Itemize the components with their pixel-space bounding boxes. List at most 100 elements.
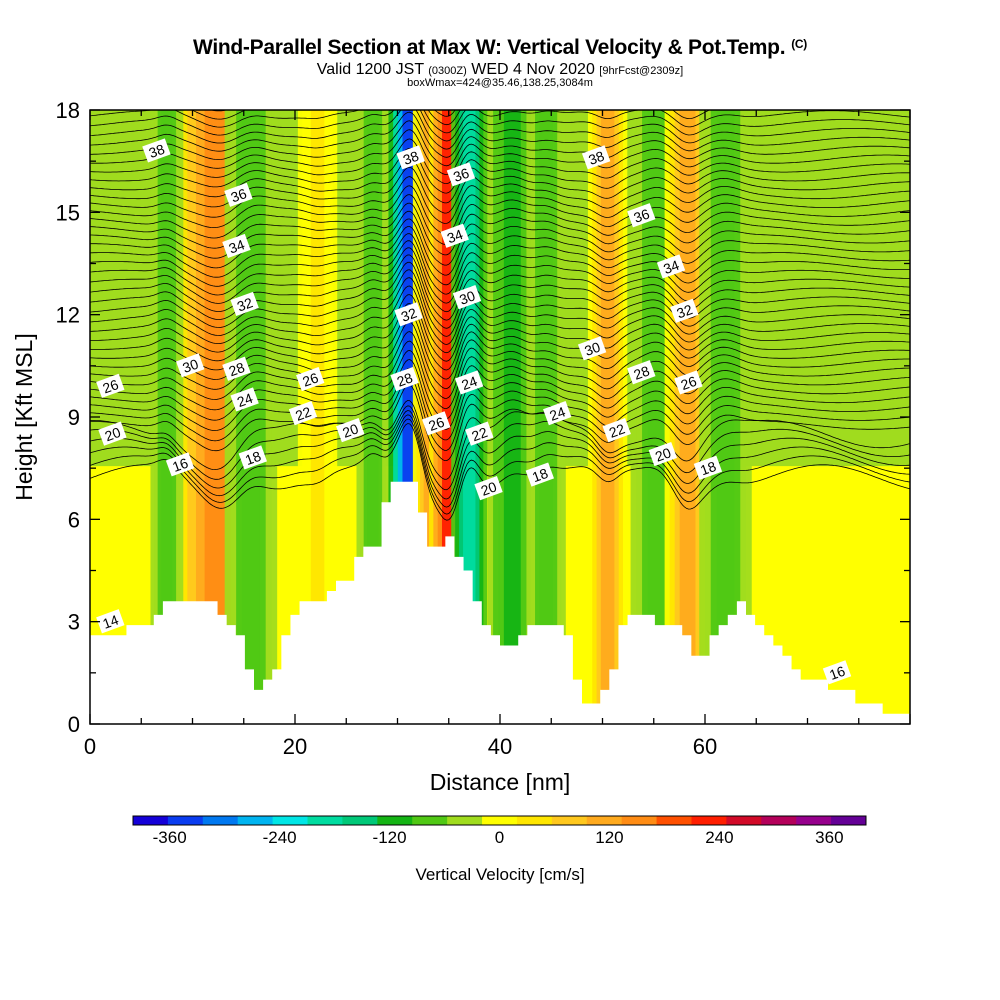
- colorbar-swatch: [342, 816, 378, 825]
- contour-label-box: [288, 401, 318, 426]
- contour-label: 26: [296, 366, 325, 392]
- theta-contours: [90, 110, 910, 521]
- contour-label-box: [390, 366, 419, 392]
- colorbar-swatch: [831, 816, 867, 825]
- contour-label-text: 24: [459, 373, 479, 393]
- contour-label: 38: [142, 138, 171, 163]
- theta-contour-line: [90, 110, 910, 150]
- contour-label-box: [465, 421, 494, 446]
- contour-label-text: 20: [479, 478, 499, 498]
- contour-label: 34: [222, 233, 251, 259]
- contour-label: 32: [670, 298, 699, 323]
- theta-contour-line: [90, 349, 910, 420]
- colorbar-frame: [132, 815, 867, 826]
- theta-contour-line: [90, 147, 910, 194]
- velocity-band: [310, 110, 325, 724]
- contour-label: 16: [165, 452, 195, 477]
- contour-label-box: [142, 138, 171, 163]
- contour-label: 30: [176, 353, 205, 378]
- contour-label: 32: [394, 302, 423, 327]
- theta-contour-line: [90, 254, 910, 321]
- contour-label: 18: [238, 445, 268, 470]
- colorbar-swatch: [447, 816, 483, 825]
- contour-label-box: [454, 370, 484, 395]
- contour-label-box: [230, 291, 259, 317]
- contour-label: 22: [602, 418, 631, 443]
- theta-contour-line: [90, 367, 910, 441]
- contour-label-box: [581, 145, 611, 170]
- contour-label: 36: [224, 182, 253, 207]
- contour-label-text: 18: [243, 448, 263, 468]
- chart-title-text: Wind-Parallel Section at Max W: Vertical…: [193, 36, 786, 59]
- contour-label-box: [422, 411, 451, 436]
- contour-label: 28: [222, 356, 251, 381]
- contour-label-box: [577, 336, 607, 361]
- contour-label: 30: [577, 336, 607, 361]
- colorbar-swatch: [202, 816, 239, 825]
- terrain: [90, 481, 910, 724]
- contour-label-text: 32: [235, 294, 255, 314]
- y-tick-label: 3: [68, 610, 80, 635]
- theta-contour-line: [90, 210, 910, 266]
- theta-contour-line: [90, 405, 910, 491]
- theta-contour-line: [90, 418, 910, 515]
- theta-contour-line: [90, 376, 910, 451]
- x-axis-label: Distance [nm]: [430, 769, 571, 795]
- chart-subtitle: Valid 1200 JST (0300Z) WED 4 Nov 2020 [9…: [0, 61, 1000, 79]
- title-mark: (C): [791, 37, 807, 51]
- y-tick-label: 18: [56, 98, 80, 123]
- y-tick-label: 0: [68, 712, 80, 737]
- contour-label-box: [627, 360, 656, 385]
- contour-label-text: 26: [300, 369, 320, 389]
- theta-contour-line: [190, 110, 711, 126]
- contour-label-text: 30: [180, 356, 200, 376]
- velocity-band: [367, 110, 379, 724]
- contour-label-box: [222, 233, 251, 259]
- colorbar-tick-label: -240: [263, 828, 297, 847]
- contour-label-box: [452, 285, 482, 310]
- contour-label: 14: [96, 609, 125, 634]
- contour-label-text: 20: [340, 420, 360, 440]
- contour-label-text: 32: [399, 304, 419, 324]
- theta-contour-line: [90, 269, 910, 337]
- subtitle-forecast: [9hrFcst@2309z]: [599, 65, 684, 77]
- theta-contour-line: [90, 176, 910, 224]
- colorbar-label: Vertical Velocity [cm/s]: [415, 865, 584, 884]
- theta-contour-line: [90, 285, 910, 354]
- contour-label: 32: [230, 291, 259, 317]
- contour-label-text: 34: [661, 257, 681, 277]
- subtitle-utc: (0300Z): [428, 65, 467, 77]
- contour-label-text: 20: [103, 424, 123, 444]
- contour-labels: 38 36 34 32 30 28 26 24 20 16 18 26 22 20 38 36 34 30 32 28…: [96, 138, 852, 685]
- theta-contour-line: [90, 261, 910, 329]
- subtitle-valid: Valid 1200 JST: [316, 61, 424, 78]
- colorbar-tick-label: 360: [815, 828, 843, 847]
- contour-label-text: 36: [229, 185, 249, 205]
- colorbar-tick-label: -120: [373, 828, 407, 847]
- contour-label-text: 38: [586, 148, 606, 168]
- contour-label-box: [440, 223, 469, 248]
- theta-contour-line: [90, 384, 910, 461]
- theta-contour-line: [90, 138, 910, 185]
- chart-subsubtitle: boxWmax=424@35.46,138.25,3084m: [407, 77, 593, 89]
- contour-label: 26: [422, 411, 451, 436]
- theta-contour-line: [90, 359, 910, 430]
- contour-label: 34: [656, 254, 686, 279]
- contour-label: 20: [98, 421, 127, 446]
- contour-label: 34: [440, 223, 469, 248]
- theta-contour-line: [90, 120, 910, 167]
- contour-label-box: [627, 203, 656, 228]
- theta-contour-line: [90, 294, 910, 362]
- contour-label: 24: [454, 370, 484, 395]
- contour-label: 20: [648, 441, 678, 467]
- theta-contour-line: [90, 277, 910, 345]
- x-tick-label: 60: [693, 734, 717, 759]
- contour-label-text: 38: [147, 141, 167, 161]
- contour-label-text: 20: [653, 444, 673, 464]
- contour-label-text: 30: [582, 339, 602, 359]
- contour-label-box: [296, 366, 325, 392]
- colorbar-swatch: [133, 816, 169, 825]
- contour-label: 26: [674, 370, 703, 395]
- contour-label-text: 22: [607, 420, 627, 440]
- contour-label-box: [224, 182, 253, 207]
